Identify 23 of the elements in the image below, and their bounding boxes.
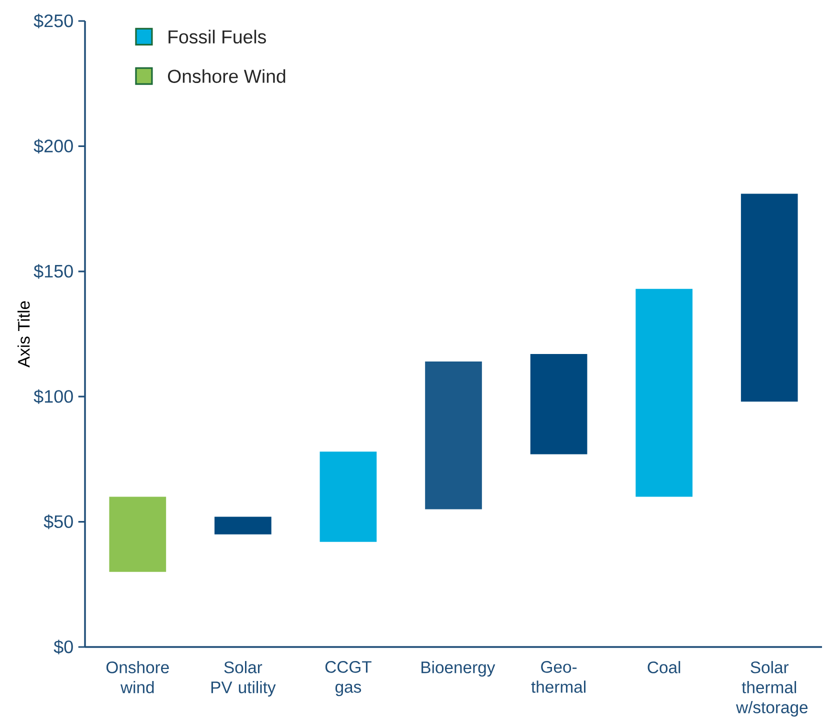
y-tick-label: $250 [34,14,73,28]
legend-label: Fossil Fuels [168,30,266,44]
y-tick-label: $0 [54,640,73,654]
y-axis-title: Axis Title [18,301,30,368]
y-tick-label: $100 [34,389,73,404]
x-tick-label: Coal [648,661,680,674]
x-tick-label: Solar PV utility [211,661,276,697]
bar [740,194,798,402]
legend-label: Onshore Wind [168,69,286,83]
y-tick-label: $50 [44,514,73,530]
x-tick-label: Solar thermal w/storage [736,661,808,717]
x-tick-label: Bioenergy [422,661,496,677]
bar [214,516,272,534]
x-tick-label: CCGT gas [325,661,372,696]
bar [320,452,377,542]
y-tick-label: $150 [34,264,73,279]
bar [109,496,166,572]
bar [530,354,588,454]
y-tick-label: $200 [34,138,73,154]
x-tick-label: Onshore wind [106,661,169,694]
bar [425,362,482,510]
bar [636,288,693,497]
x-tick-label: Geo-thermal [531,661,586,693]
